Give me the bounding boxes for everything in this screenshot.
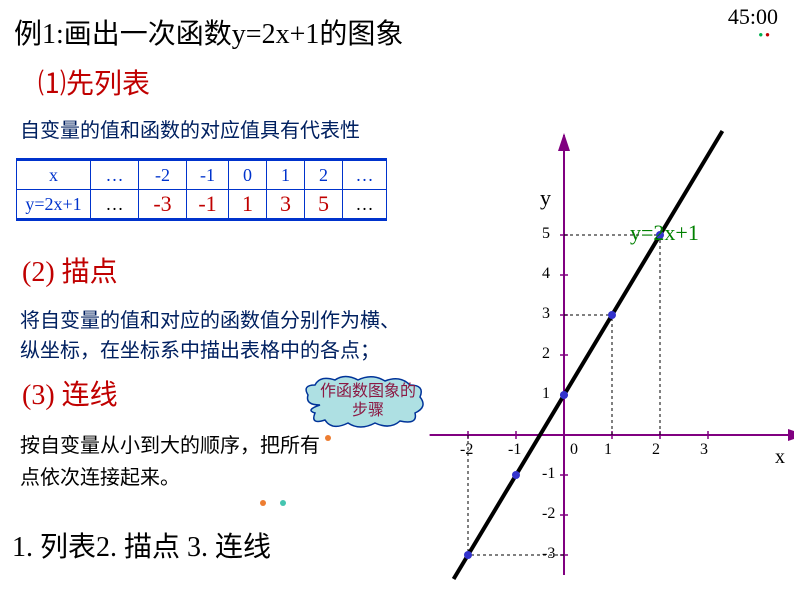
y-tick-label: 4 [542, 265, 550, 283]
table-cell: 3 [267, 190, 305, 220]
table-cell: -1 [187, 190, 229, 220]
section-1-title: ⑴先列表 [38, 62, 150, 102]
value-table: x…-2-1012… y=2x+1…-3-1135… [16, 158, 387, 221]
section-1-subtitle: 自变量的值和函数的对应值具有代表性 [20, 114, 360, 143]
table-cell: -1 [187, 160, 229, 190]
summary-text: 1. 列表2. 描点 3. 连线 [12, 525, 271, 565]
x-tick-label: 3 [700, 441, 708, 459]
table-cell: -3 [139, 190, 187, 220]
x-tick-label: 1 [604, 441, 612, 459]
y-tick-label: 1 [542, 385, 550, 403]
equation-label: y=2x+1 [630, 220, 699, 246]
table-cell: y=2x+1 [17, 190, 91, 220]
table-cell: x [17, 160, 91, 190]
decor-dot [280, 500, 286, 506]
table-cell: 0 [229, 160, 267, 190]
section-2-title: (2) 描点 [22, 250, 118, 290]
decor-dot [325, 435, 331, 441]
y-tick-label: -2 [542, 505, 555, 523]
x-tick-label: 2 [652, 441, 660, 459]
table-cell: … [91, 160, 139, 190]
cloud-text: 作函数图象的步骤 [318, 382, 418, 420]
y-tick-label: -1 [542, 465, 555, 483]
decor-dot [260, 500, 266, 506]
timer: 45:00 [728, 4, 778, 30]
table-cell: 5 [305, 190, 343, 220]
y-tick-label: 3 [542, 305, 550, 323]
section-3-subtitle: 按自变量从小到大的顺序，把所有点依次连接起来。 [20, 430, 330, 494]
table-cell: … [343, 190, 387, 220]
y-tick-label: 2 [542, 345, 550, 363]
x-axis-label: x [775, 446, 785, 469]
section-3-title: (3) 连线 [22, 373, 118, 413]
table-cell: 1 [267, 160, 305, 190]
y-axis-label: y [540, 185, 551, 211]
table-cell: 2 [305, 160, 343, 190]
x-tick-label: -2 [460, 441, 473, 459]
table-cell: 1 [229, 190, 267, 220]
timer-dots: ● ● [758, 30, 770, 39]
table-cell: … [343, 160, 387, 190]
y-tick-label: -3 [542, 545, 555, 563]
page-title: 例1:画出一次函数y=2x+1的图象 [14, 12, 403, 52]
y-tick-label: 5 [542, 225, 550, 243]
x-tick-label: -1 [508, 441, 521, 459]
origin-label: 0 [570, 441, 578, 459]
table-cell: -2 [139, 160, 187, 190]
section-2-subtitle: 将自变量的值和对应的函数值分别作为横、纵坐标，在坐标系中描出表格中的各点； [20, 306, 410, 366]
table-cell: … [91, 190, 139, 220]
